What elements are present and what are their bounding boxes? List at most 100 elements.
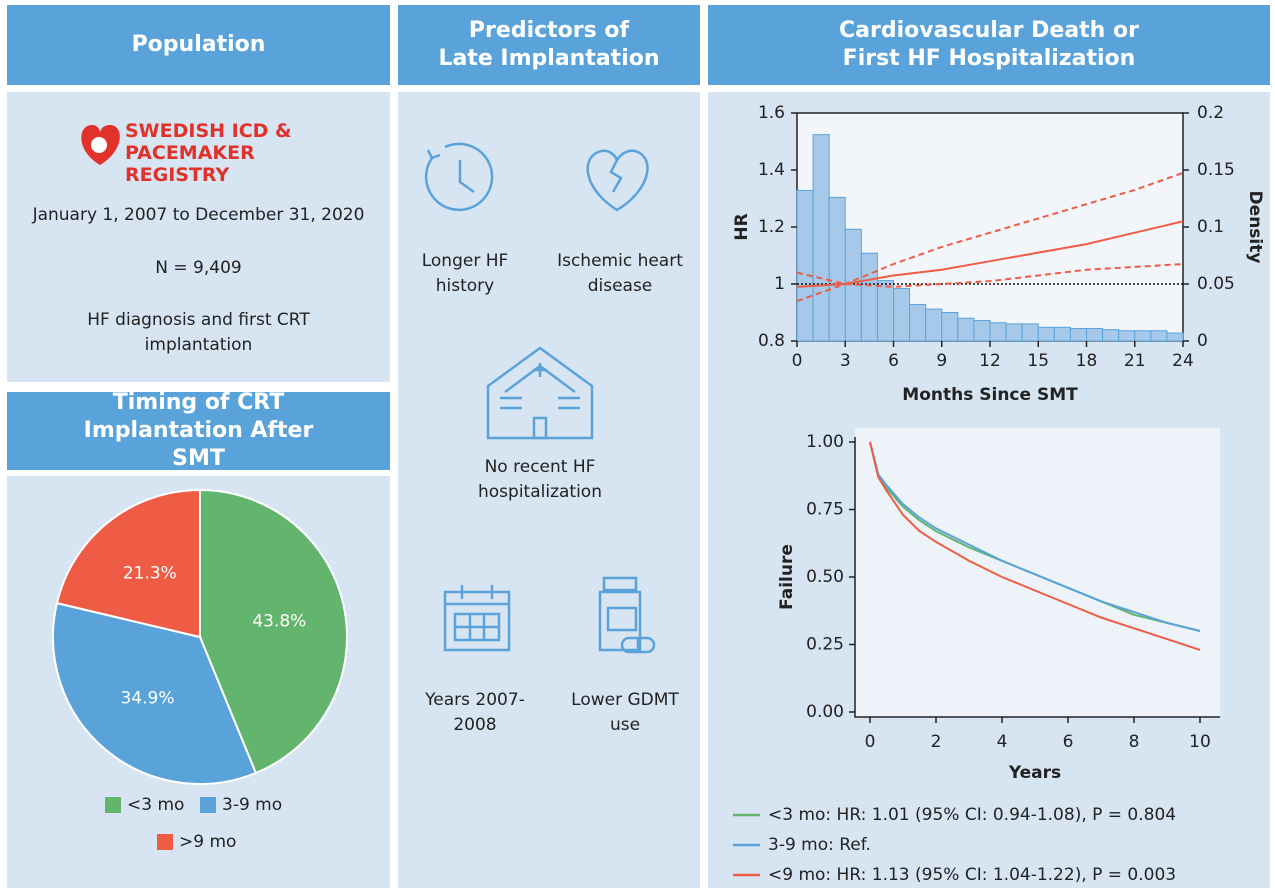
predictor: No recent HF hospitalization <box>478 457 602 502</box>
panel <box>7 92 390 382</box>
y-tick-label: 1 <box>774 274 785 294</box>
period: January 1, 2007 to December 31, 2020 <box>32 205 365 225</box>
histogram-bar <box>893 288 911 342</box>
header: Predictors of Late Implantation <box>398 5 700 85</box>
histogram-bar <box>1069 327 1087 342</box>
histogram-bar <box>796 190 814 342</box>
n-count: N = 9,409 <box>155 258 242 278</box>
pie-slice <box>199 488 348 775</box>
histogram-bar <box>973 319 991 342</box>
axes <box>854 437 1220 718</box>
calendar-icon <box>443 585 511 652</box>
header: Population <box>7 5 390 85</box>
x-tick-label: 2 <box>931 732 942 752</box>
histogram-bar <box>989 322 1007 342</box>
histogram-bar <box>957 317 975 342</box>
histogram-bar <box>1118 330 1136 342</box>
predictor: Ischemic heart disease <box>557 251 683 296</box>
legend-label: <3 mo: HR: 1.01 (95% CI: 0.94-1.08), P =… <box>768 805 1176 825</box>
pill-bottle-icon <box>598 576 656 654</box>
legend-label: <9 mo: HR: 1.13 (95% CI: 1.04-1.22), P =… <box>768 865 1176 885</box>
y-tick-label: 0.8 <box>758 331 785 351</box>
histogram-bar <box>1166 332 1184 342</box>
km-line <box>869 441 1201 632</box>
histogram-bar <box>941 312 959 342</box>
predictor: Years 2007-2008 <box>425 690 525 735</box>
x-tick-label: 9 <box>936 351 947 371</box>
x-tick-label: 18 <box>1076 351 1098 371</box>
y-tick-label: 0.00 <box>806 702 844 722</box>
broken-heart-icon <box>586 149 649 212</box>
y-axis-title: Failure <box>777 544 797 610</box>
histogram-bar <box>828 196 846 342</box>
plot-area <box>855 428 1220 717</box>
pie-slice <box>55 488 201 639</box>
x-tick-label: 8 <box>1129 732 1140 752</box>
histogram-bar <box>1086 327 1104 342</box>
legend-label: 3-9 mo: Ref. <box>768 835 871 855</box>
predictor: Longer HF history <box>421 251 509 296</box>
x-tick-label: 12 <box>979 351 1001 371</box>
data-label: 34.9% <box>120 688 174 708</box>
y-axis-title: HR <box>732 213 752 240</box>
legend-label: <3 mo <box>127 795 184 815</box>
histogram-bar <box>1021 323 1039 342</box>
cohort: HF diagnosis and first CRT implantation <box>87 310 310 355</box>
histogram-bar <box>1005 323 1023 342</box>
y2-tick-label: 0.1 <box>1197 217 1224 237</box>
x-tick-label: 0 <box>792 351 803 371</box>
legend-swatch <box>200 797 216 813</box>
histogram-bar <box>1150 330 1168 342</box>
x-tick-label: 6 <box>1063 732 1074 752</box>
histogram-bar <box>1102 329 1120 342</box>
data-label: 43.8% <box>252 611 306 631</box>
y-tick-label: 0.25 <box>806 635 844 655</box>
y2-tick-label: 0.05 <box>1197 274 1235 294</box>
histogram-bar <box>1037 326 1055 342</box>
clock-icon <box>424 142 494 212</box>
y-tick-label: 1.2 <box>758 217 785 237</box>
data-label: 21.3% <box>123 564 177 584</box>
logo-heart <box>81 125 120 165</box>
x-tick-label: 24 <box>1172 351 1194 371</box>
km-line <box>869 441 1201 651</box>
hr-line <box>796 263 1184 288</box>
x-tick-label: 10 <box>1189 732 1211 752</box>
histogram-bar <box>812 134 830 342</box>
predictor: Lower GDMT use <box>571 690 679 735</box>
x-tick-label: 6 <box>888 351 899 371</box>
histogram-bar <box>1053 326 1071 342</box>
y2-tick-label: 0.2 <box>1197 103 1224 123</box>
x-axis-title: Years <box>1008 763 1061 783</box>
x-tick-label: 15 <box>1027 351 1049 371</box>
panel <box>398 92 700 888</box>
legend-swatch <box>105 797 121 813</box>
histogram-bar <box>1134 330 1152 342</box>
x-tick-label: 3 <box>840 351 851 371</box>
hr-line <box>796 220 1184 288</box>
y-tick-label: 1.6 <box>758 103 785 123</box>
header: Cardiovascular Death or First HF Hospita… <box>708 5 1270 85</box>
histogram-bar <box>860 252 878 342</box>
x-tick-label: 21 <box>1124 351 1146 371</box>
y2-tick-label: 0 <box>1197 331 1208 351</box>
histogram-bar <box>876 280 895 342</box>
histogram-bar <box>925 308 943 342</box>
y-tick-label: 0.75 <box>806 500 844 520</box>
header: Timing of CRT Implantation After SMT <box>7 390 390 471</box>
x-tick-label: 0 <box>865 732 876 752</box>
y2-axis-title: Density <box>1245 191 1265 264</box>
legend-label: 3-9 mo <box>222 795 282 815</box>
y-tick-label: 0.50 <box>806 567 844 587</box>
hospital-icon <box>486 346 594 440</box>
legend-swatch <box>157 834 173 850</box>
legend-label: >9 mo <box>179 832 236 852</box>
histogram-bar <box>909 304 927 342</box>
y-tick-label: 1.00 <box>806 432 844 452</box>
y-tick-label: 1.4 <box>758 160 785 180</box>
registry-logo: SWEDISH ICD & PACEMAKER REGISTRY <box>125 120 292 186</box>
x-tick-label: 4 <box>997 732 1008 752</box>
x-axis-title: Months Since SMT <box>902 385 1078 405</box>
